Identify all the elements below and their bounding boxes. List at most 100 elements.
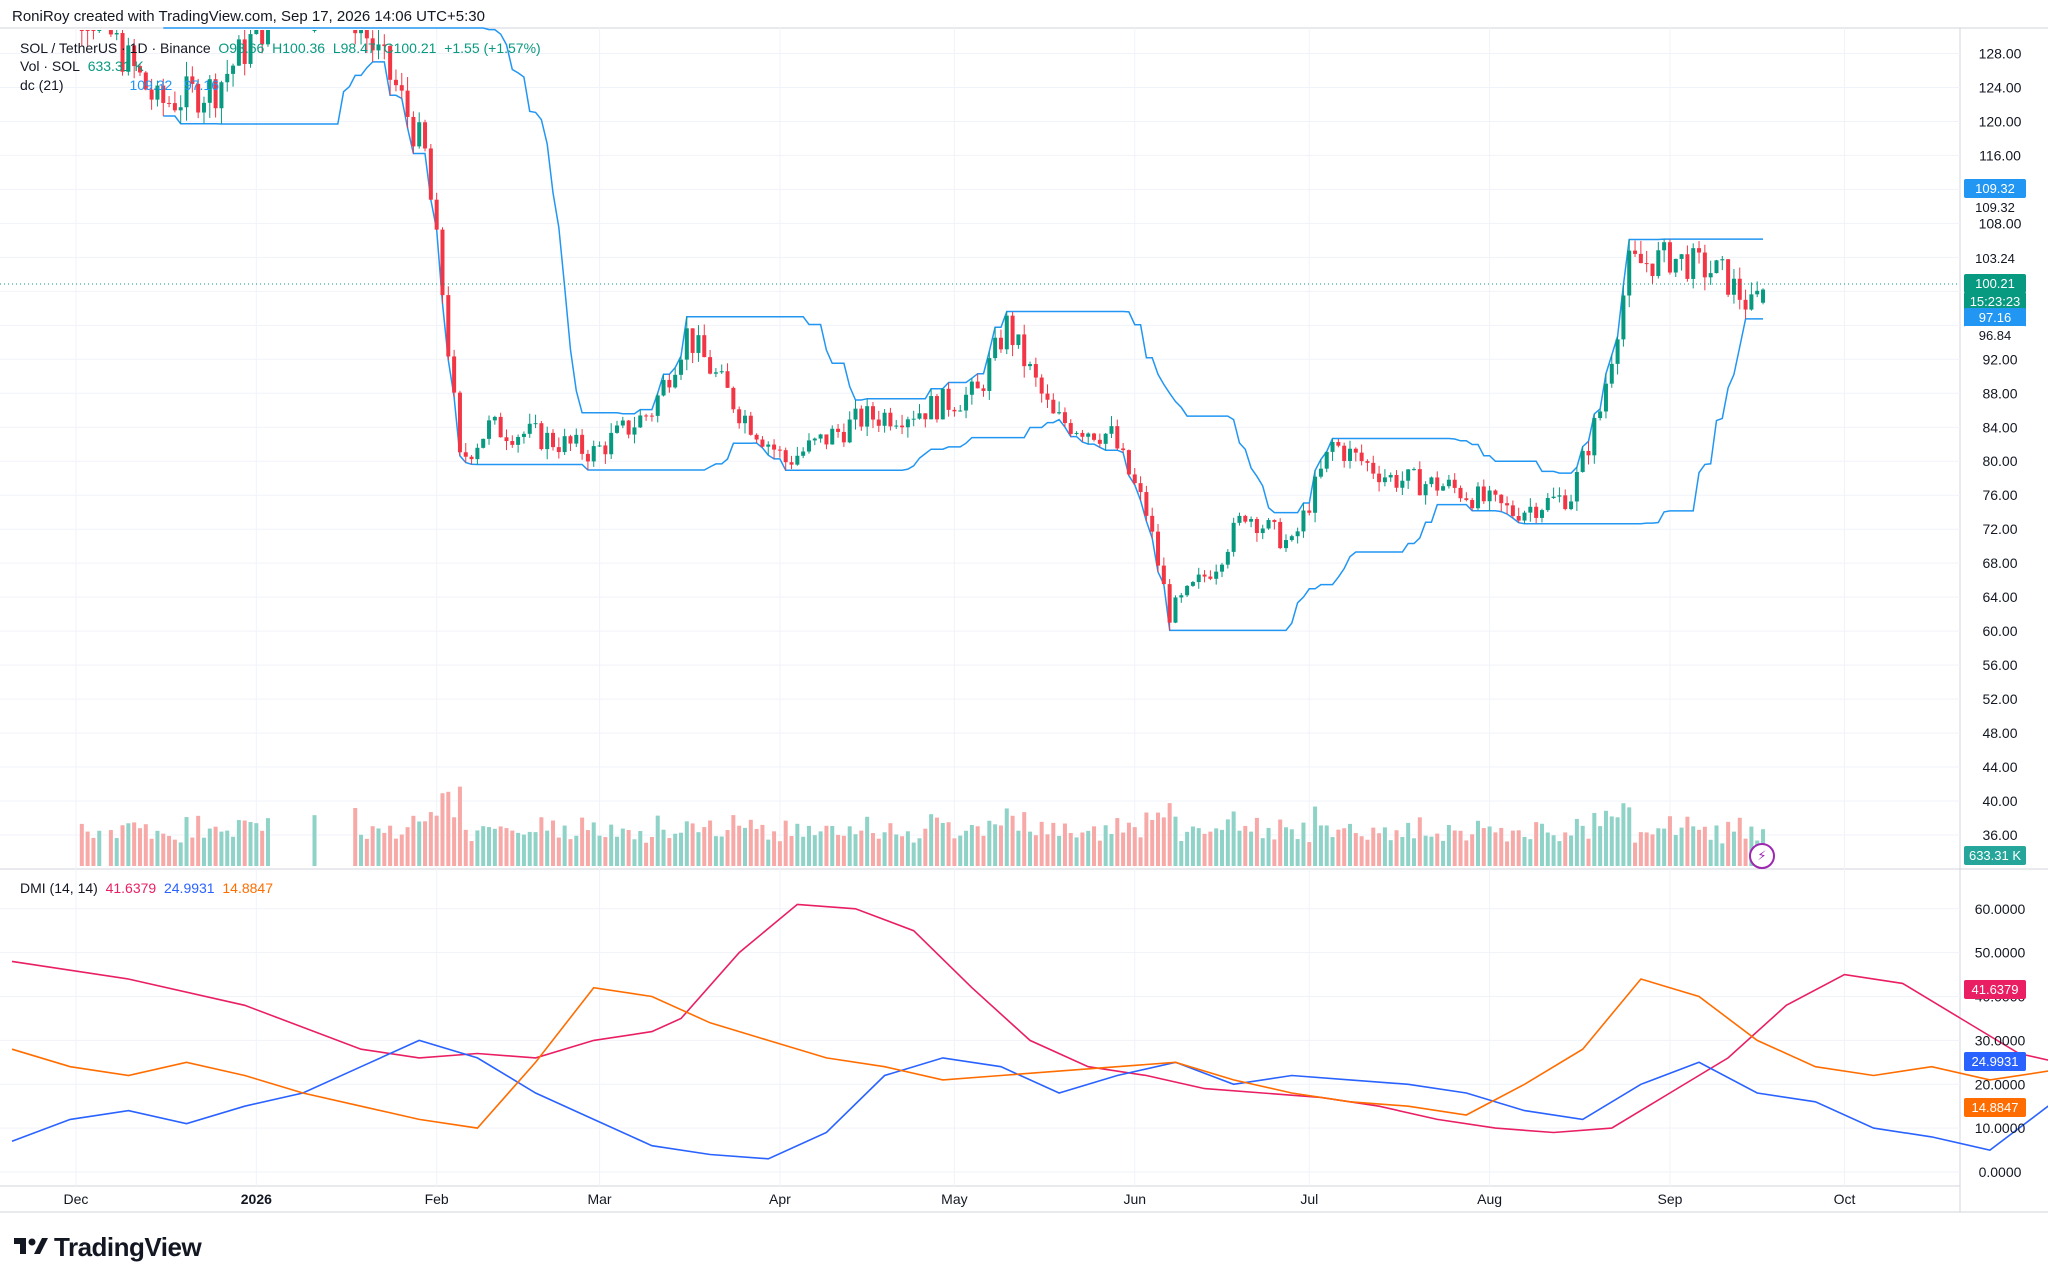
volume-bar — [1475, 820, 1480, 866]
candle-body — [143, 72, 148, 90]
volume-bar — [1505, 841, 1510, 866]
candle-body — [231, 65, 236, 74]
volume-bar — [684, 821, 689, 866]
candle-body — [1004, 315, 1009, 350]
candle-body — [1493, 490, 1498, 495]
candle-body — [108, 30, 113, 35]
candle-body — [492, 416, 497, 421]
candle-body — [196, 83, 201, 113]
candle-body — [1086, 433, 1091, 437]
volume-bar — [1150, 819, 1155, 866]
volume-bar — [1359, 836, 1364, 866]
volume-bar — [1103, 825, 1108, 866]
volume-bar — [1301, 822, 1306, 866]
candle-body — [137, 66, 142, 73]
volume-bar — [178, 842, 183, 866]
volume-bar — [1423, 835, 1428, 866]
close-value: C100.21 — [383, 40, 437, 56]
volume-bar — [1371, 827, 1376, 866]
candle-body — [1702, 252, 1707, 278]
donchian-legend: dc (21) 109.32 97.16 — [20, 77, 219, 93]
volume-bar — [1609, 816, 1614, 866]
volume-bar — [1400, 836, 1405, 866]
candle-body — [591, 446, 596, 462]
volume-bar — [632, 839, 637, 866]
volume-bar — [1365, 839, 1370, 866]
candle-body — [219, 82, 224, 109]
volume-bar — [1068, 832, 1073, 866]
candle-body — [1237, 515, 1242, 523]
candle-body — [772, 444, 777, 450]
volume-bar — [393, 838, 398, 866]
candle-body — [539, 423, 544, 450]
candle-body — [1731, 278, 1736, 295]
volume-bar — [649, 836, 654, 866]
candle-body — [1097, 439, 1102, 444]
price-tick-label: 68.00 — [1982, 555, 2017, 571]
candle-body — [696, 335, 701, 353]
donchian-label[interactable]: dc (21) — [20, 77, 64, 93]
volume-bar — [812, 835, 817, 866]
candle-body — [1144, 492, 1149, 516]
candle-body — [603, 445, 608, 455]
candle-body — [684, 328, 689, 360]
dmi-label[interactable]: DMI (14, 14) — [20, 880, 98, 896]
candle-body — [1051, 399, 1056, 414]
candle-body — [440, 229, 445, 296]
volume-bar — [1318, 825, 1323, 866]
lightning-icon[interactable]: ⚡ — [1749, 843, 1775, 869]
candle-body — [1260, 528, 1265, 534]
price-legend: SOL / TetherUS · 1D · Binance O98.66 H10… — [20, 40, 541, 56]
candle-body — [1167, 584, 1172, 623]
volume-bar — [1080, 832, 1085, 866]
candle-body — [201, 102, 206, 113]
candle-body — [958, 410, 963, 412]
volume-bar — [731, 815, 736, 866]
volume-bar — [1033, 835, 1038, 866]
volume-bar — [597, 835, 602, 866]
volume-bar — [1417, 817, 1422, 866]
volume-bar — [1272, 839, 1277, 866]
candle-body — [1196, 574, 1201, 583]
candle-body — [1539, 510, 1544, 518]
candle-body — [1691, 248, 1696, 279]
volume-bar — [876, 838, 881, 866]
volume-bar — [1487, 826, 1492, 866]
volume-bar — [678, 832, 683, 866]
volume-bar — [644, 842, 649, 866]
volume-bar — [1185, 831, 1190, 866]
volume-bar — [213, 826, 218, 866]
symbol-label[interactable]: SOL / TetherUS · 1D · Binance — [20, 40, 211, 56]
volume-bar — [155, 830, 160, 866]
volume-bar — [1045, 834, 1050, 866]
candle-body — [597, 445, 602, 447]
volume-bar — [673, 833, 678, 866]
volume-bar — [580, 817, 585, 866]
candle-body — [1737, 278, 1742, 300]
volume-bar — [440, 793, 445, 866]
volume-bar — [376, 828, 381, 866]
volume-bar — [242, 820, 247, 866]
volume-bar — [359, 834, 364, 866]
volume-bar — [1569, 835, 1574, 866]
candle-body — [434, 199, 439, 230]
volume-label[interactable]: Vol · SOL — [20, 58, 80, 74]
volume-bar — [562, 825, 567, 866]
volume-bar — [463, 829, 468, 866]
candle-body — [632, 427, 637, 435]
candle-body — [1685, 254, 1690, 279]
volume-bar — [638, 831, 643, 866]
volume-bar — [719, 836, 724, 866]
candle-body — [1411, 469, 1416, 471]
brand-name: TradingView — [54, 1232, 202, 1262]
candle-body — [777, 449, 782, 451]
candle-body — [79, 30, 84, 31]
candle-body — [1563, 495, 1568, 510]
volume-bar — [708, 820, 713, 866]
donchian-upper-value: 109.32 — [129, 77, 173, 93]
candle-body — [1475, 486, 1480, 509]
volume-bar — [1377, 833, 1382, 866]
volume-bar — [603, 837, 608, 866]
candle-body — [760, 439, 765, 447]
